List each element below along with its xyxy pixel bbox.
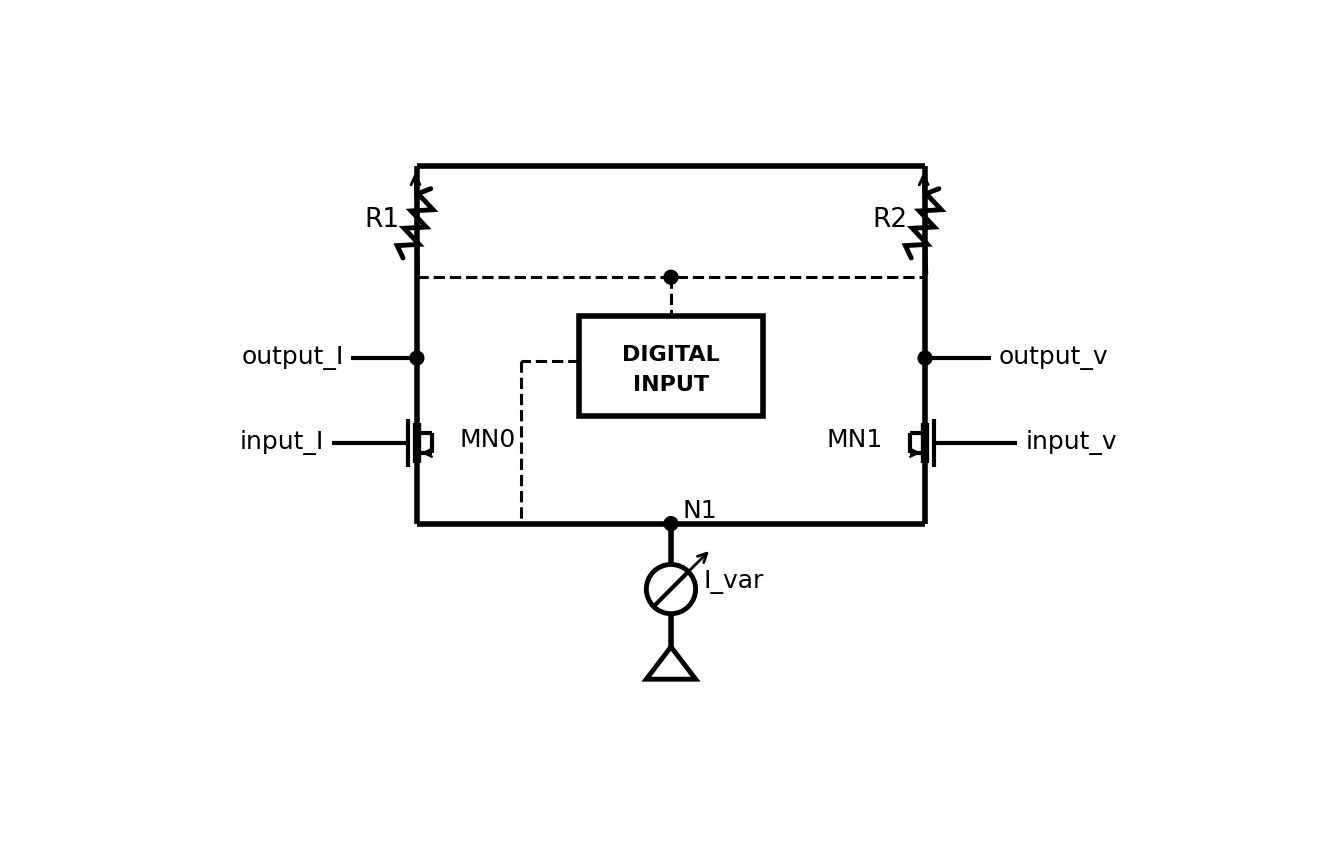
- FancyBboxPatch shape: [579, 316, 763, 417]
- Text: INPUT: INPUT: [632, 375, 709, 394]
- Text: I_var: I_var: [703, 570, 763, 594]
- Circle shape: [410, 352, 424, 366]
- Text: input_I: input_I: [241, 430, 325, 455]
- Text: input_v: input_v: [1025, 430, 1116, 455]
- Circle shape: [919, 352, 932, 366]
- Text: MN0: MN0: [459, 427, 516, 451]
- Text: output_v: output_v: [999, 345, 1108, 369]
- Circle shape: [664, 517, 678, 531]
- Circle shape: [664, 271, 678, 285]
- Text: MN1: MN1: [826, 427, 882, 451]
- Text: DIGITAL: DIGITAL: [622, 344, 719, 364]
- Text: R2: R2: [873, 208, 908, 233]
- Text: N1: N1: [682, 499, 717, 522]
- Text: output_I: output_I: [242, 345, 344, 369]
- Text: R1: R1: [365, 208, 400, 233]
